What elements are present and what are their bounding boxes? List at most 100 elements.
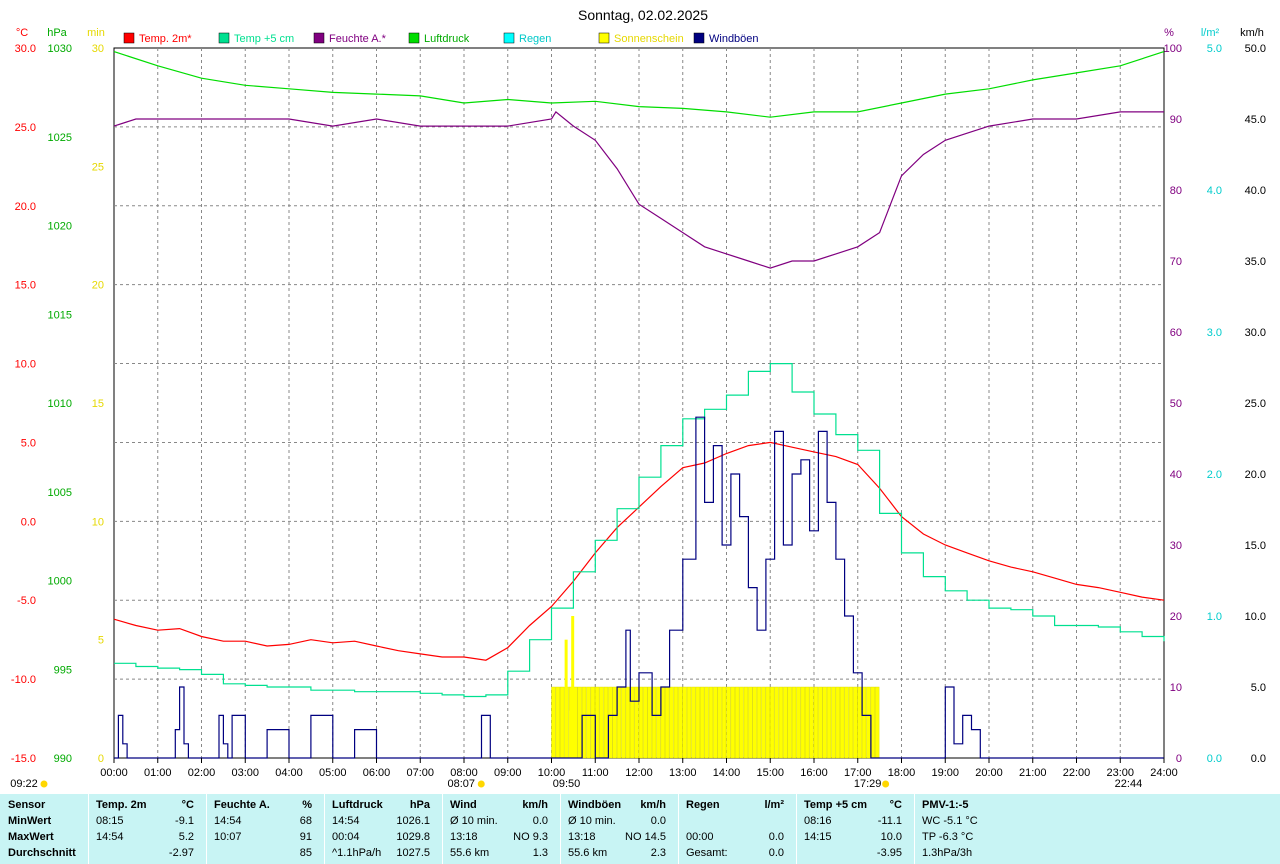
sunshine-bar [603, 686, 609, 759]
wind-tick: 10.0 [1245, 611, 1266, 623]
pressure-tick: 1020 [48, 221, 72, 233]
sunshine-bar [708, 686, 714, 759]
stats-cell: MinWert [8, 815, 52, 827]
wind-tick: 30.0 [1245, 327, 1266, 339]
stats-cell: 0.0 [768, 831, 784, 843]
stats-cell: -9.1 [175, 815, 194, 827]
rain-tick: 0.0 [1207, 753, 1222, 765]
legend-entry: Windböen [709, 33, 759, 45]
legend-entry: Regen [519, 33, 551, 45]
sunshine-bar [748, 686, 753, 759]
stats-column: Windböen km/h Ø 10 min. 0.0 13:18 NO 14.5 55.6… [560, 794, 678, 864]
sunshine-bar [735, 686, 740, 759]
grid [113, 47, 1165, 759]
stats-cell: Luftdruck [332, 799, 383, 811]
sunshine-bar [695, 686, 700, 759]
temp-tick: 20.0 [15, 201, 36, 213]
statistics-table: Sensor MinWert MaxWert Durchschnitt Temp. 2m… [0, 794, 1280, 864]
stats-cell: Ø 10 min. [568, 815, 616, 827]
sunshine-bar [621, 686, 626, 759]
stats-separator [560, 794, 561, 864]
sunshine-bar [813, 686, 819, 759]
sunshine-bar [726, 686, 731, 759]
stats-cell: Temp +5 cm [804, 799, 868, 811]
stats-cell: % [302, 799, 312, 811]
sunshine-bar [634, 686, 639, 759]
stats-separator [88, 794, 89, 864]
pressure-tick: 1015 [48, 309, 72, 321]
stats-separator [442, 794, 443, 864]
stats-cell: 0.0 [768, 847, 784, 859]
sunshine-bar [875, 686, 880, 759]
stats-cell: 85 [299, 847, 312, 859]
humidity-tick: 90 [1170, 114, 1182, 126]
humidity-tick: 60 [1170, 327, 1182, 339]
sunshine-bar [686, 686, 692, 759]
temp-tick: 25.0 [15, 122, 36, 134]
wind-tick: 20.0 [1245, 469, 1266, 481]
temp-tick: 15.0 [15, 280, 36, 292]
stats-cell: 1027.5 [396, 847, 430, 859]
rain-axis-unit: l/m² [1201, 27, 1220, 39]
pressure-tick: 1010 [48, 398, 72, 410]
pressure-axis-unit: hPa [47, 27, 67, 39]
sunrise-icon [477, 780, 485, 788]
wind-tick: 35.0 [1245, 256, 1266, 268]
moonset-time: 22:44 [1115, 778, 1143, 790]
legend-swatch [313, 32, 325, 44]
legend-swatch [408, 32, 420, 44]
stats-cell: Durchschnitt [8, 847, 76, 859]
stats-cell: Regen [686, 799, 720, 811]
stats-column: Temp. 2m °C 08:15 -9.1 14:54 5.2 -2.97 [88, 794, 206, 864]
temp-tick: 0.0 [21, 516, 36, 528]
sunshine-bar [551, 686, 556, 759]
sunshine-bar [765, 686, 770, 759]
sun-axis-unit: min [87, 27, 105, 39]
rain-tick: 3.0 [1207, 327, 1222, 339]
pressure-tick: 1030 [48, 43, 72, 55]
sunshine-bar [647, 686, 652, 759]
stats-cell: 00:00 [686, 831, 714, 843]
x-tick-label: 22:00 [1063, 767, 1091, 779]
sunshine-bar [822, 686, 827, 759]
stats-cell: Windböen [568, 799, 622, 811]
sunshine-bar [630, 686, 635, 759]
sunshine-bar [665, 686, 670, 759]
series-windb-en [114, 416, 1164, 759]
series-luftdruck [113, 51, 1165, 118]
stats-cell: hPa [409, 799, 430, 811]
x-tick-label: 06:00 [363, 767, 391, 779]
sun-tick: 20 [92, 280, 104, 292]
x-tick-label: 18:00 [888, 767, 916, 779]
legend-entry: Feuchte A.* [329, 33, 387, 45]
sunshine-bar [796, 686, 801, 759]
stats-cell: 55.6 km [450, 847, 490, 859]
sunshine-bar [678, 686, 683, 759]
stats-cell: km/h [640, 799, 666, 811]
temp-tick: 5.0 [21, 437, 36, 449]
temp-tick: -10.0 [11, 674, 36, 686]
sun-tick: 25 [92, 161, 104, 173]
x-tick-label: 05:00 [319, 767, 347, 779]
legend-swatch [218, 32, 230, 44]
stats-cell: 1.3 [532, 847, 548, 859]
sunshine-bar [866, 686, 871, 759]
wind-tick: 40.0 [1245, 185, 1266, 197]
x-tick-label: 23:00 [1106, 767, 1134, 779]
wind-tick: 15.0 [1245, 540, 1266, 552]
sunshine-bar [831, 686, 836, 759]
humidity-tick: 80 [1170, 185, 1182, 197]
stats-cell: MaxWert [8, 831, 54, 843]
wind-axis-unit: km/h [1240, 27, 1264, 39]
pressure-tick: 1000 [48, 576, 72, 588]
sunshine-bar [857, 686, 862, 759]
stats-cell: 0.0 [532, 815, 548, 827]
stats-cell: 14:54 [332, 815, 360, 827]
rain-tick: 5.0 [1207, 43, 1222, 55]
moon-icon [40, 780, 48, 788]
stats-cell: km/h [522, 799, 548, 811]
sun-tick: 10 [92, 516, 104, 528]
sunshine-bar [861, 686, 867, 759]
sunshine-bar [560, 686, 565, 759]
stats-cell: TP -6.3 °C [922, 831, 974, 843]
